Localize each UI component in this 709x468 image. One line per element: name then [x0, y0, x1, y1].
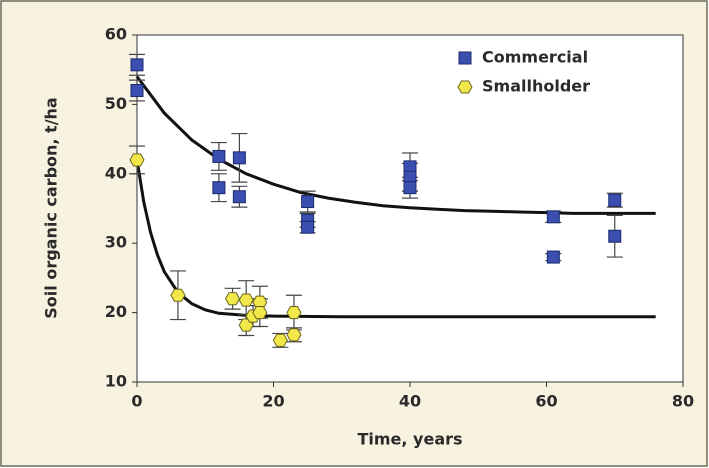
point: [232, 151, 246, 165]
point: [232, 190, 246, 204]
legend-marker: [457, 80, 473, 94]
point: [129, 153, 145, 167]
point: [546, 210, 560, 224]
point: [403, 181, 417, 195]
y-tick-label: 10: [105, 372, 127, 391]
y-tick-label: 20: [105, 302, 127, 321]
point: [212, 181, 226, 195]
y-tick-label: 60: [105, 25, 127, 44]
x-tick-label: 40: [399, 392, 421, 411]
point: [130, 58, 144, 72]
y-tick-label: 50: [105, 94, 127, 113]
point: [286, 328, 302, 342]
x-tick-label: 0: [131, 392, 142, 411]
y-axis-label: Soil organic carbon, t/ha: [42, 97, 61, 318]
point: [130, 84, 144, 98]
point: [608, 193, 622, 207]
point: [546, 250, 560, 264]
fit-curve: [135, 159, 656, 319]
point: [272, 333, 288, 347]
point: [301, 220, 315, 234]
x-axis-label: Time, years: [357, 430, 462, 449]
point: [212, 149, 226, 163]
point: [170, 288, 186, 302]
x-tick-label: 60: [535, 392, 557, 411]
x-tick-label: 80: [672, 392, 694, 411]
point: [286, 306, 302, 320]
point: [608, 229, 622, 243]
y-tick-label: 30: [105, 233, 127, 252]
y-tick-label: 40: [105, 163, 127, 182]
legend-label: Commercial: [482, 48, 588, 67]
x-tick-label: 20: [262, 392, 284, 411]
legend-marker: [458, 51, 472, 65]
point: [301, 195, 315, 209]
legend-label: Smallholder: [482, 77, 590, 96]
point: [238, 293, 254, 307]
point: [252, 306, 268, 320]
point: [224, 292, 241, 306]
